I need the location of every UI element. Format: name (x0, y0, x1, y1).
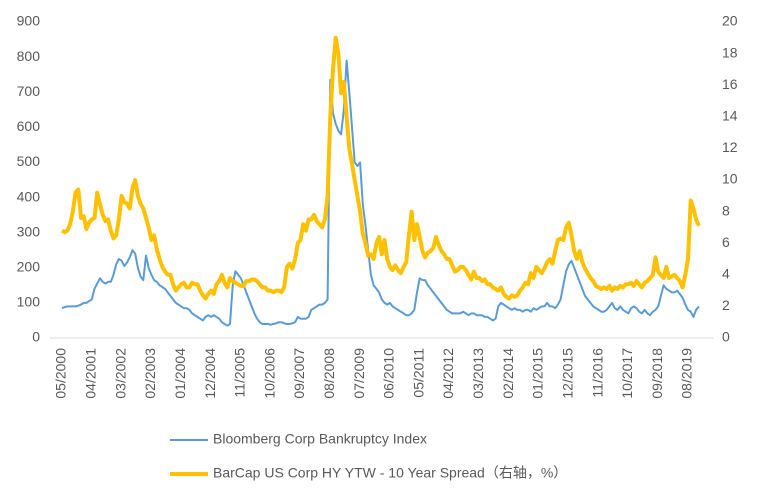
x-tick-label: 05/2000 (53, 348, 69, 399)
y-tick-label: 900 (17, 13, 41, 29)
x-tick-label: 01/2004 (172, 348, 188, 399)
y-tick-label: 600 (17, 118, 41, 134)
series-line (61, 35, 701, 301)
y2-tick-label: 14 (722, 108, 738, 124)
y-tick-label: 300 (17, 223, 41, 239)
y2-tick-label: 16 (722, 76, 738, 92)
x-tick-label: 09/2007 (291, 348, 307, 399)
y2-tick-label: 10 (722, 171, 738, 187)
y2-tick-label: 2 (722, 297, 730, 313)
x-tick-label: 01/2015 (530, 348, 546, 399)
y-tick-label: 800 (17, 48, 41, 64)
x-tick-label: 02/2003 (142, 348, 158, 399)
y-tick-label: 700 (17, 83, 41, 99)
y2-tick-label: 6 (722, 234, 730, 250)
x-tick-label: 11/2005 (232, 348, 248, 398)
x-tick-label: 08/2019 (679, 348, 695, 399)
y2-tick-label: 8 (722, 202, 730, 218)
y2-tick-label: 4 (722, 266, 730, 282)
x-tick-label: 07/2009 (351, 348, 367, 399)
y-tick-label: 400 (17, 188, 41, 204)
x-tick-label: 10/2017 (619, 348, 635, 399)
legend-label: BarCap US Corp HY YTW - 10 Year Spread（右… (213, 465, 567, 481)
x-tick-label: 10/2006 (261, 348, 277, 399)
x-tick-label: 08/2008 (321, 348, 337, 399)
x-tick-label: 06/2010 (381, 348, 397, 399)
y-tick-label: 100 (17, 294, 41, 310)
x-tick-label: 04/2001 (83, 348, 99, 399)
x-tick-label: 11/2016 (589, 348, 605, 398)
x-tick-label: 03/2013 (470, 348, 486, 399)
x-tick-label: 03/2002 (112, 348, 128, 399)
y2-tick-label: 12 (722, 139, 738, 155)
y-tick-label: 200 (17, 258, 41, 274)
y2-tick-label: 18 (722, 44, 738, 60)
series-line (61, 59, 700, 327)
x-tick-label: 05/2011 (410, 348, 426, 398)
y-tick-label: 0 (32, 329, 40, 345)
x-tick-label: 12/2015 (559, 348, 575, 399)
legend-label: Bloomberg Corp Bankruptcy Index (213, 431, 427, 447)
x-tick-label: 12/2004 (202, 348, 218, 399)
x-tick-label: 02/2014 (500, 348, 516, 399)
y2-tick-label: 20 (722, 13, 738, 29)
x-tick-label: 09/2018 (649, 348, 665, 399)
y2-tick-label: 0 (722, 329, 730, 345)
x-tick-label: 04/2012 (440, 348, 456, 399)
y-tick-label: 500 (17, 153, 41, 169)
